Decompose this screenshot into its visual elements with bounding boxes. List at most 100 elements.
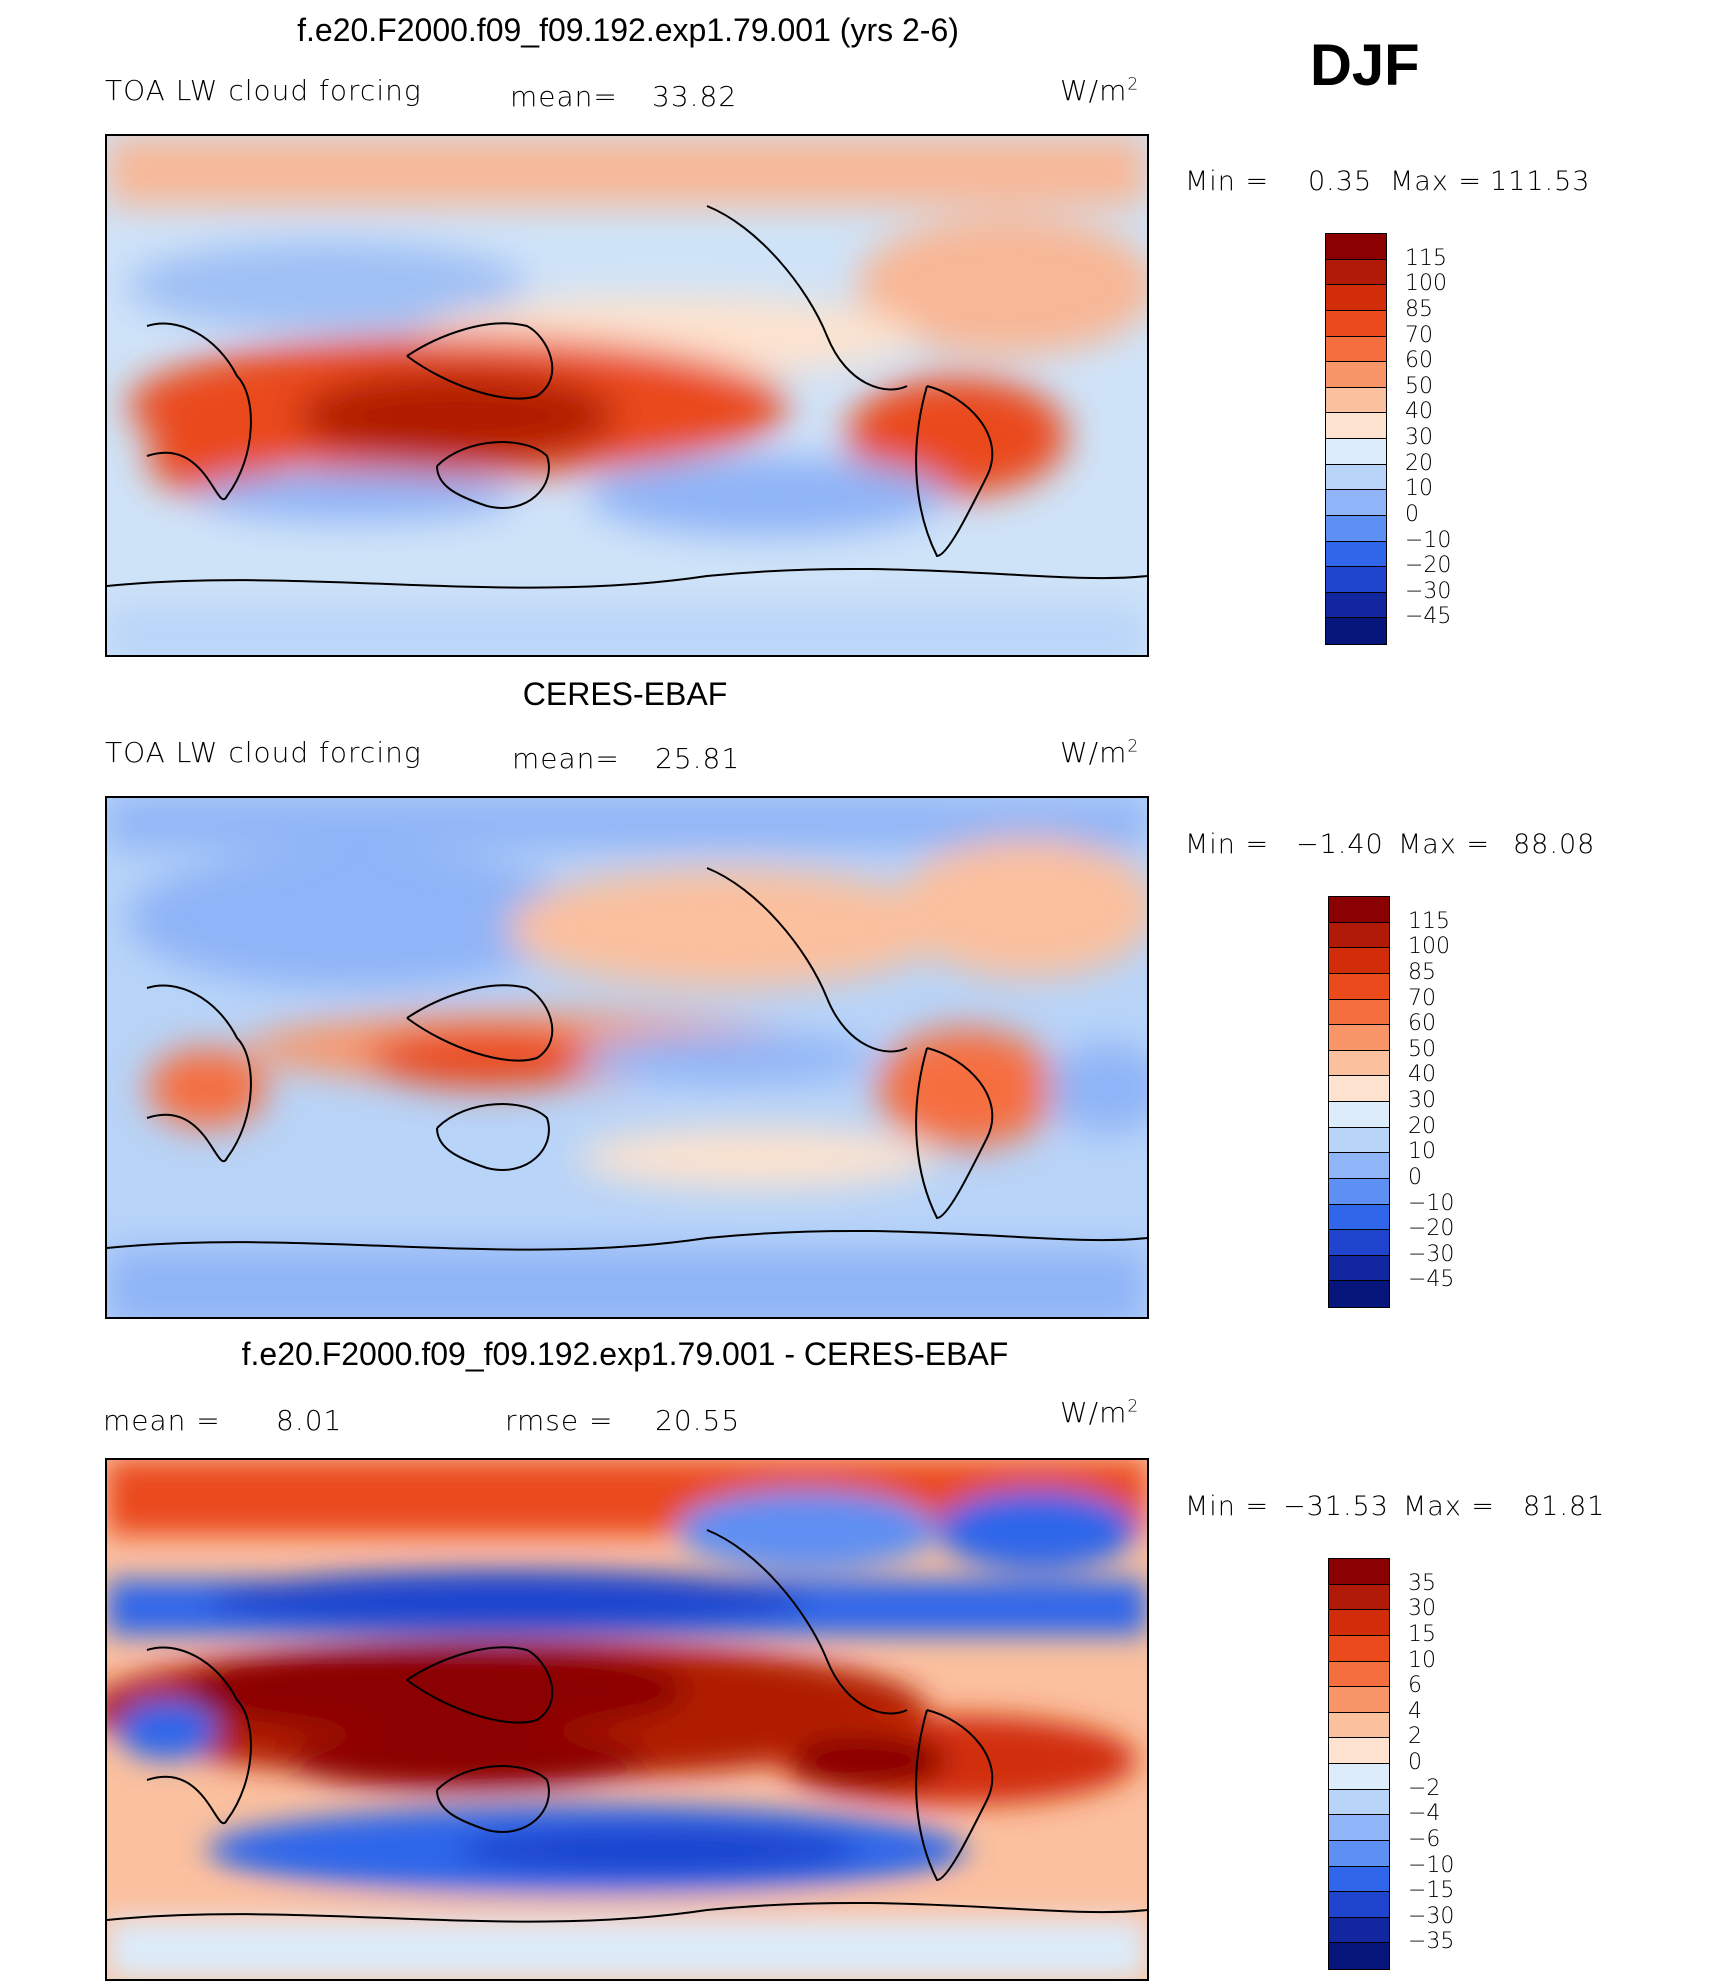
colorbar-swatch [1329,948,1389,974]
panel1-map-svg [107,136,1147,655]
panel2-colorbar [1328,896,1390,1308]
colorbar-swatch [1329,1153,1389,1179]
panel3-stat2-label: rmse = [505,1404,614,1437]
colorbar-tick-label: −30 [1408,1241,1455,1267]
colorbar-swatch [1329,1917,1389,1944]
colorbar-swatch [1329,1178,1389,1205]
panel2-units: W/m2 [1060,736,1140,769]
colorbar-tick-label: 30 [1405,425,1433,450]
colorbar-swatch [1329,973,1389,1000]
panel1-max-value: 111.53 [1490,166,1591,197]
colorbar-tick-label: −20 [1405,553,1452,579]
panel3-map-svg [107,1460,1147,1979]
colorbar-tick-label: −20 [1408,1216,1455,1242]
panel1-max-label: Max = [1390,166,1483,197]
panel3-stat1-value: 8.01 [276,1404,343,1437]
colorbar-swatch [1329,897,1389,923]
colorbar-swatch [1329,1687,1389,1713]
panel1-stat1-value: 33.82 [652,80,738,113]
panel3-min-label: Min = [1185,1491,1270,1522]
colorbar-tick-label: 60 [1408,1011,1436,1037]
colorbar-tick-label: 10 [1408,1647,1436,1673]
panel3-coastlines [107,1529,1147,1923]
colorbar-swatch [1326,259,1386,286]
colorbar-tick-label: 30 [1408,1596,1436,1622]
colorbar-tick-label: 15 [1408,1621,1436,1647]
colorbar-swatch [1326,362,1386,388]
colorbar-swatch [1329,1050,1389,1077]
panel2-stat1-label: mean= [512,742,620,775]
colorbar-swatch [1329,1025,1389,1051]
colorbar-tick-label: 70 [1408,985,1436,1011]
colorbar-tick-label: 100 [1405,271,1447,297]
panel1-min-label: Min = [1185,166,1270,197]
colorbar-swatch [1329,1661,1389,1688]
panel3-colorbar [1328,1558,1390,1970]
panel3-stat2-value: 20.55 [655,1404,741,1437]
panel2-coastlines [107,867,1147,1251]
panel1-colorbar [1325,233,1387,645]
colorbar-tick-label: −2 [1408,1775,1441,1801]
colorbar-tick-label: −35 [1408,1929,1455,1955]
colorbar-tick-label: 85 [1408,959,1436,985]
panel2-max-label: Max = [1398,829,1491,860]
colorbar-tick-label: −10 [1408,1852,1455,1878]
colorbar-swatch [1326,515,1386,542]
colorbar-swatch [1329,1866,1389,1893]
panel3-units: W/m2 [1060,1396,1140,1429]
colorbar-swatch [1326,618,1386,644]
colorbar-tick-label: 30 [1408,1088,1436,1113]
colorbar-tick-label: −10 [1405,527,1452,553]
colorbar-tick-label: 35 [1408,1570,1436,1596]
panel1-units: W/m2 [1060,74,1140,107]
colorbar-tick-label: 85 [1405,296,1433,322]
colorbar-swatch [1329,1127,1389,1154]
colorbar-tick-label: −6 [1408,1826,1441,1852]
colorbar-swatch [1326,592,1386,619]
colorbar-tick-label: 115 [1405,245,1447,271]
colorbar-swatch [1329,1764,1389,1790]
colorbar-swatch [1329,1281,1389,1307]
colorbar-swatch [1329,1815,1389,1841]
colorbar-swatch [1326,310,1386,337]
colorbar-swatch [1329,922,1389,949]
colorbar-tick-label: −4 [1408,1801,1441,1827]
colorbar-tick-label: 50 [1405,373,1433,399]
colorbar-tick-label: −15 [1408,1878,1455,1904]
colorbar-tick-label: −45 [1408,1267,1455,1293]
panel3-min-value: −31.53 [1283,1491,1389,1522]
colorbar-swatch [1329,1610,1389,1636]
colorbar-swatch [1329,1789,1389,1816]
colorbar-swatch [1329,1584,1389,1611]
colorbar-tick-label: 60 [1405,348,1433,374]
panel2-map [105,796,1149,1319]
colorbar-swatch [1329,1635,1389,1662]
colorbar-tick-label: 6 [1408,1673,1422,1699]
colorbar-swatch [1326,464,1386,491]
colorbar-tick-label: 70 [1405,322,1433,348]
colorbar-tick-label: −45 [1405,604,1452,630]
colorbar-swatch [1326,413,1386,439]
colorbar-swatch [1326,541,1386,568]
colorbar-tick-label: 10 [1408,1139,1436,1165]
colorbar-tick-label: −30 [1408,1903,1455,1929]
colorbar-swatch [1329,1712,1389,1739]
colorbar-tick-label: 10 [1405,476,1433,502]
colorbar-swatch [1326,234,1386,260]
panel2-variable: TOA LW cloud forcing [105,736,422,769]
colorbar-swatch [1329,1102,1389,1128]
colorbar-swatch [1326,336,1386,363]
panel3-stat1-label: mean = [103,1404,221,1437]
colorbar-swatch [1326,285,1386,311]
colorbar-swatch [1326,387,1386,414]
panel2-stat1-value: 25.81 [655,742,741,775]
colorbar-swatch [1326,567,1386,593]
colorbar-tick-label: 50 [1408,1036,1436,1062]
colorbar-swatch [1329,1255,1389,1282]
panel3-map [105,1458,1149,1981]
colorbar-tick-label: 2 [1408,1724,1422,1750]
colorbar-tick-label: 0 [1408,1750,1422,1775]
colorbar-swatch [1329,1892,1389,1918]
panel1-min-value: 0.35 [1308,166,1373,197]
colorbar-tick-label: 115 [1408,908,1450,934]
